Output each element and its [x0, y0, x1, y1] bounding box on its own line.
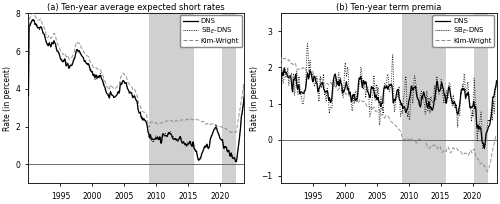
Bar	[402, 13, 446, 183]
Legend: DNS, SB$_E$-DNS, Kim-Wright: DNS, SB$_E$-DNS, Kim-Wright	[180, 15, 242, 47]
Bar	[474, 13, 488, 183]
Title: (b) Ten-year term premia: (b) Ten-year term premia	[336, 3, 442, 12]
Bar	[222, 13, 235, 183]
Bar	[150, 13, 194, 183]
Title: (a) Ten-year average expected short rates: (a) Ten-year average expected short rate…	[48, 3, 225, 12]
Y-axis label: Rate (in percent): Rate (in percent)	[250, 66, 258, 131]
Y-axis label: Rate (in percent): Rate (in percent)	[4, 66, 13, 131]
Legend: DNS, SB$_E$-DNS, Kim-Wright: DNS, SB$_E$-DNS, Kim-Wright	[432, 15, 494, 47]
